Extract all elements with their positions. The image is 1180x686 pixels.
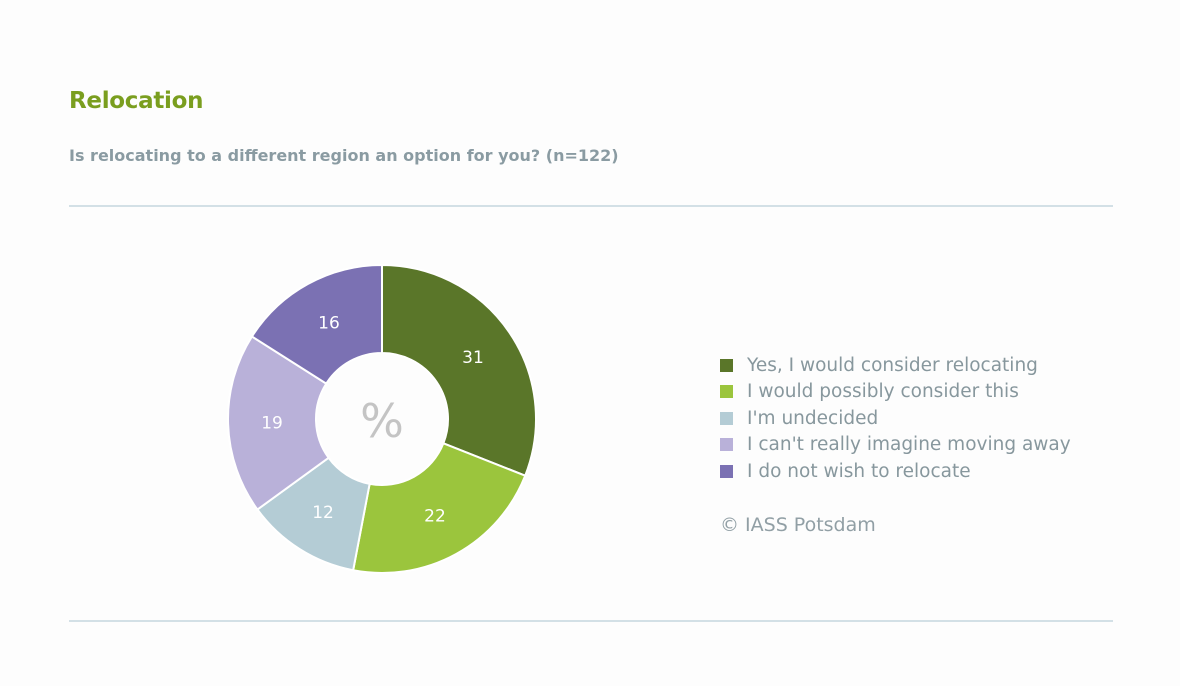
donut-slice — [227, 335, 331, 511]
legend-swatch — [720, 464, 733, 478]
bottom-divider — [69, 620, 1113, 622]
donut-slice — [351, 441, 527, 574]
slice-value-label: 19 — [261, 413, 283, 433]
chart-title: Relocation — [69, 88, 204, 114]
legend-label: I would possibly consider this — [747, 381, 1019, 403]
legend-label: Yes, I would consider relocating — [747, 354, 1038, 376]
donut-slice — [381, 263, 537, 477]
legend-item: I would possibly consider this — [720, 379, 1071, 406]
top-divider — [69, 205, 1113, 207]
slice-value-label: 22 — [424, 506, 446, 526]
legend-swatch — [720, 358, 733, 372]
slice-value-label: 31 — [462, 348, 484, 368]
legend-swatch — [720, 411, 733, 425]
donut-slice — [250, 263, 383, 386]
legend: Yes, I would consider relocating I would … — [720, 352, 1071, 485]
legend-item: I do not wish to relocate — [720, 458, 1071, 485]
copyright: © IASS Potsdam — [720, 514, 876, 536]
center-percent-label: % — [360, 394, 404, 448]
legend-label: I can't really imagine moving away — [747, 434, 1071, 456]
legend-item: I'm undecided — [720, 405, 1071, 432]
slice-value-label: 16 — [318, 314, 340, 334]
chart-subtitle: Is relocating to a different region an o… — [69, 146, 619, 165]
legend-swatch — [720, 438, 733, 452]
legend-label: I'm undecided — [747, 407, 879, 429]
legend-item: I can't really imagine moving away — [720, 432, 1071, 459]
legend-swatch — [720, 385, 733, 399]
legend-label: I do not wish to relocate — [747, 460, 971, 482]
legend-item: Yes, I would consider relocating — [720, 352, 1071, 379]
slice-value-label: 12 — [312, 503, 334, 523]
